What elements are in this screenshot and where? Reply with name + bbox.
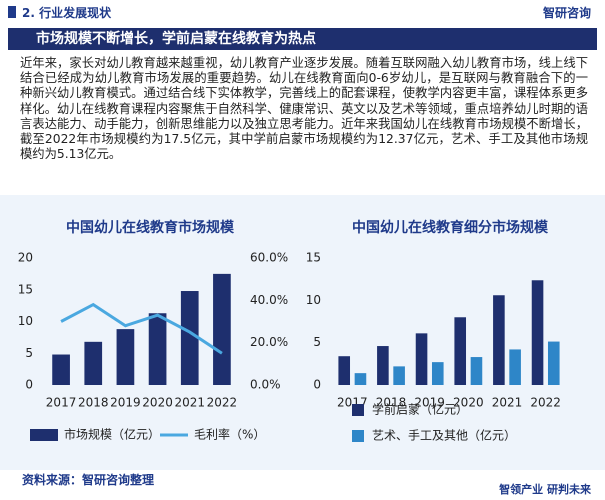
bar xyxy=(415,333,428,385)
bar xyxy=(180,291,199,385)
bar xyxy=(338,356,351,385)
bar xyxy=(493,295,505,385)
y-tick-label: 5 xyxy=(25,346,33,360)
x-tick-label: 2022 xyxy=(207,396,238,410)
x-tick-label: 2019 xyxy=(110,396,141,410)
x-tick-label: 2019 xyxy=(414,396,445,410)
bar xyxy=(531,280,544,385)
y-tick-label: 0 xyxy=(313,378,321,392)
y2-tick-label: 0.0% xyxy=(250,378,281,392)
paragraph: 近年来，家长对幼儿教育越来越重视，幼儿教育产业逐步发展。随着互联网融入幼儿教育市… xyxy=(20,56,588,162)
legend-label: 学前启蒙（亿元） xyxy=(372,402,468,417)
bar xyxy=(454,317,467,385)
bar xyxy=(431,362,444,385)
y-tick-label: 15 xyxy=(18,282,33,296)
legend-swatch xyxy=(352,430,364,442)
x-tick-label: 2022 xyxy=(530,396,561,410)
banner: 市场规模不断增长，学前启蒙在线教育为热点 xyxy=(8,28,597,50)
legend-label: 市场规模（亿元） xyxy=(64,427,160,442)
header-mark xyxy=(8,6,16,18)
line xyxy=(60,302,223,355)
x-tick-label: 2021 xyxy=(174,396,205,410)
bar xyxy=(354,373,367,385)
bar xyxy=(547,341,560,385)
y-tick-label: 15 xyxy=(306,251,321,265)
x-tick-label: 2018 xyxy=(376,396,407,410)
bar xyxy=(509,349,521,385)
bar xyxy=(84,341,103,385)
bar xyxy=(52,354,70,385)
bar xyxy=(213,273,231,385)
legend-label: 艺术、手工及其他（亿元） xyxy=(372,428,516,443)
legend-label: 毛利率（%） xyxy=(194,427,265,442)
footer: 智领产业 研判未来 xyxy=(499,483,591,496)
y-tick-label: 0 xyxy=(25,378,33,392)
x-tick-label: 2021 xyxy=(492,396,523,410)
y2-tick-label: 20.0% xyxy=(250,335,288,349)
x-tick-label: 2018 xyxy=(78,396,109,410)
legend-swatch xyxy=(352,404,364,416)
bar xyxy=(116,329,135,385)
bar xyxy=(148,313,167,385)
y-tick-label: 20 xyxy=(18,251,33,265)
logo: 智研咨询 xyxy=(542,6,591,20)
bar xyxy=(377,346,389,385)
y2-tick-label: 40.0% xyxy=(250,293,288,307)
charts: 中国幼儿在线教育市场规模 0 5 10 15 20 0.0% 20.0% 40.0% 60.0% 2… xyxy=(18,219,561,443)
source: 资料来源：智研咨询整理 xyxy=(22,473,155,487)
y-tick-label: 10 xyxy=(306,293,321,307)
legend-swatch xyxy=(30,429,58,441)
bar xyxy=(470,357,483,385)
x-tick-label: 2020 xyxy=(453,396,484,410)
header: 2. 行业发展现状 智研咨询 xyxy=(0,0,605,24)
y2-tick-label: 60.0% xyxy=(250,251,288,265)
y-tick-label: 10 xyxy=(18,314,33,328)
x-tick-label: 2017 xyxy=(46,396,77,410)
header-title: 2. 行业发展现状 xyxy=(22,6,112,20)
chart-title: 中国幼儿在线教育细分市场规模 xyxy=(352,219,549,236)
x-tick-label: 2020 xyxy=(142,396,173,410)
chart-title: 中国幼儿在线教育市场规模 xyxy=(66,219,235,236)
bar xyxy=(393,366,405,385)
y-tick-label: 5 xyxy=(313,335,321,349)
